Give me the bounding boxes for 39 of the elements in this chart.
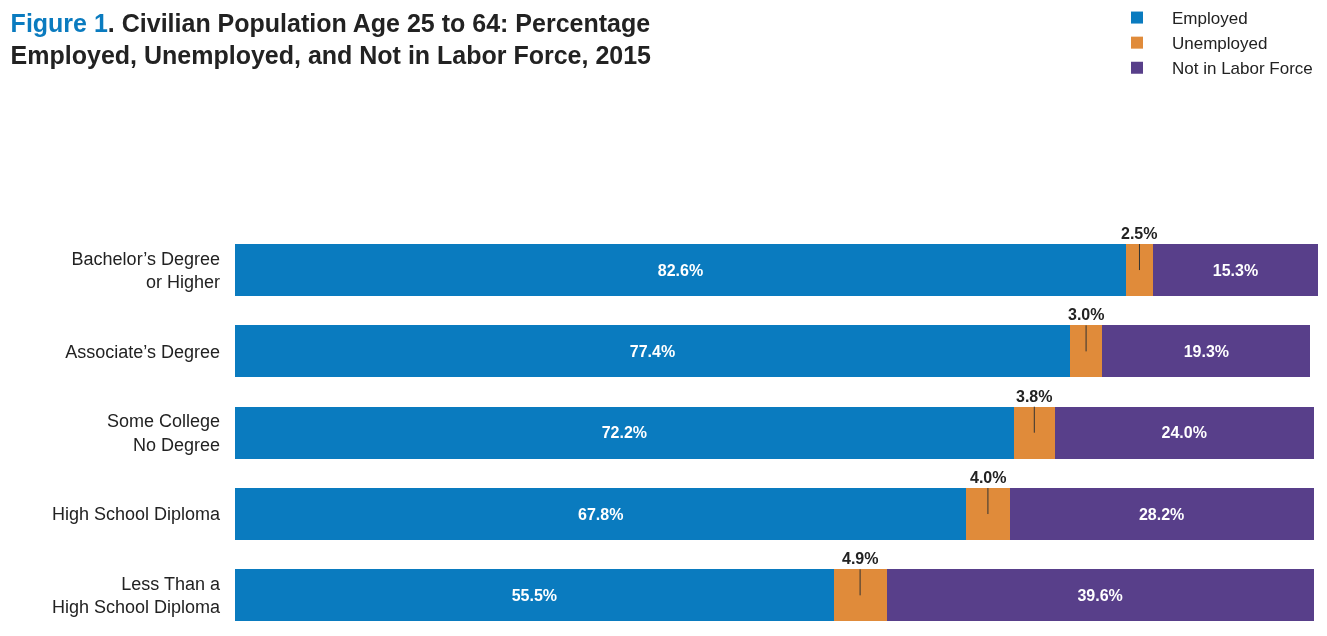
data-label: 28.2%: [1138, 505, 1185, 523]
chart-title: Figure 1. Civilian Population Age 25 to 64: Percentage Employed, Unemployed, and Not in Labor Force, 2015: [10, 8, 652, 70]
bar: [1069, 325, 1103, 378]
y-tick-label: Less Than a High School Diploma: [51, 573, 221, 618]
data-label: 82.6%: [657, 261, 704, 279]
bar: [235, 325, 1070, 378]
bar: [235, 569, 834, 622]
bar: [1102, 325, 1311, 378]
bar: [235, 244, 1126, 297]
bar: [1009, 487, 1314, 541]
data-label: 4.9%: [842, 550, 879, 567]
y-tick-label: Some College No Degree: [106, 411, 220, 455]
bar: [1125, 244, 1153, 297]
data-label: 55.5%: [511, 586, 558, 604]
bar: [1152, 244, 1318, 297]
legend-label: Unemployed: [1172, 34, 1268, 54]
bar: [1054, 406, 1314, 459]
data-label: 3.0%: [1068, 306, 1105, 323]
data-label: 4.0%: [970, 469, 1007, 486]
y-tick-label: Associate’s Degree: [65, 341, 220, 362]
y-tick-label: Bachelor’s Degree or Higher: [71, 248, 220, 293]
legend-label: Not in Labor Force: [1172, 59, 1313, 79]
data-label: 19.3%: [1183, 342, 1230, 360]
bar: [235, 487, 967, 541]
data-label: 67.8%: [577, 505, 624, 523]
bar: [966, 487, 1010, 541]
data-label: 2.5%: [1121, 225, 1158, 242]
bar: [1013, 406, 1055, 459]
data-label: 24.0%: [1161, 424, 1207, 442]
y-tick-label: High School Diploma: [51, 504, 221, 525]
bar: [235, 406, 1014, 459]
legend-label: Employed: [1172, 9, 1248, 29]
data-label: 72.2%: [601, 424, 648, 442]
data-label: 39.6%: [1077, 586, 1123, 604]
bar: [886, 569, 1314, 622]
bar: [833, 569, 887, 622]
data-label: 15.3%: [1212, 261, 1259, 279]
data-label: 3.8%: [1016, 388, 1053, 405]
data-label: 77.4%: [629, 342, 676, 360]
